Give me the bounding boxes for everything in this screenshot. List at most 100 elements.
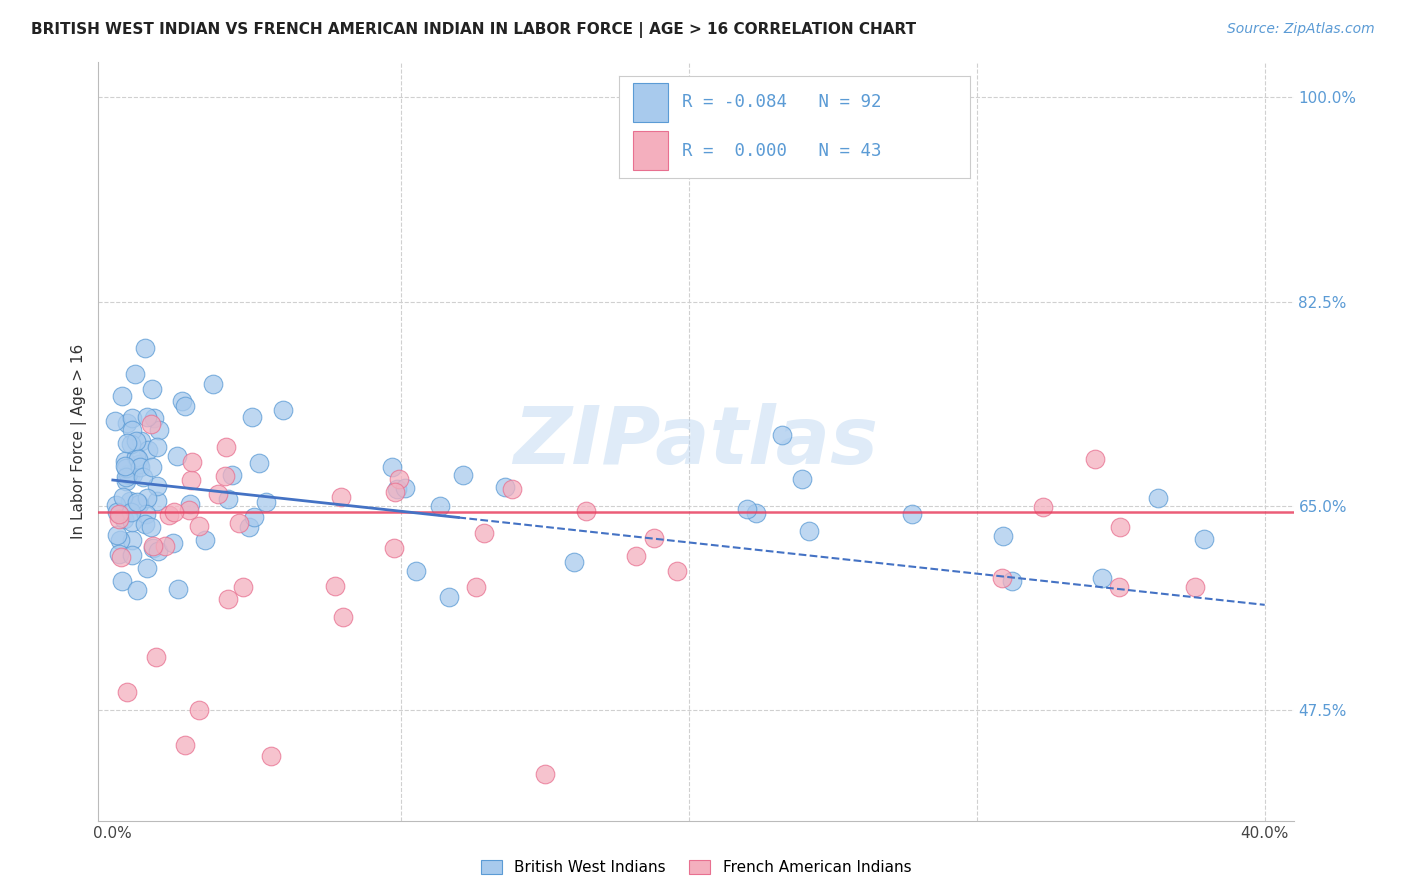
Point [129, 434, 152, 449]
Point [145, 494, 167, 508]
FancyBboxPatch shape [633, 131, 668, 170]
Point [188, 703, 211, 717]
Point [1091, 571, 1114, 585]
Point [141, 383, 163, 397]
Point [254, 495, 277, 509]
Point [121, 467, 143, 481]
Point [125, 450, 148, 465]
Point [120, 437, 142, 451]
Point [181, 455, 204, 469]
Point [533, 767, 555, 781]
Point [901, 507, 924, 521]
Point [228, 516, 250, 530]
Point [121, 548, 143, 562]
Text: R = -0.084   N = 92: R = -0.084 N = 92 [682, 94, 882, 112]
Point [494, 479, 516, 493]
Point [1192, 533, 1215, 547]
Point [1084, 451, 1107, 466]
Point [128, 497, 150, 511]
Point [121, 533, 143, 548]
Point [240, 409, 263, 424]
Point [437, 591, 460, 605]
Point [114, 453, 136, 467]
Point [125, 582, 148, 597]
Point [136, 443, 159, 458]
Point [162, 536, 184, 550]
Text: BRITISH WEST INDIAN VS FRENCH AMERICAN INDIAN IN LABOR FORCE | AGE > 16 CORRELAT: BRITISH WEST INDIAN VS FRENCH AMERICAN I… [31, 22, 917, 38]
Point [135, 507, 157, 521]
Point [238, 520, 260, 534]
Point [148, 424, 170, 438]
Point [1031, 500, 1053, 514]
Point [124, 434, 146, 448]
Point [215, 440, 238, 454]
Point [243, 510, 266, 524]
Point [134, 341, 156, 355]
Text: Source: ZipAtlas.com: Source: ZipAtlas.com [1227, 22, 1375, 37]
Point [117, 436, 139, 450]
Point [111, 490, 134, 504]
Point [163, 505, 186, 519]
Point [575, 503, 598, 517]
Point [232, 580, 254, 594]
Point [1108, 580, 1130, 594]
Point [1184, 580, 1206, 594]
Point [127, 451, 149, 466]
Point [143, 411, 166, 425]
Point [991, 529, 1014, 543]
Point [157, 508, 180, 522]
Point [121, 505, 143, 519]
Point [1146, 491, 1168, 506]
Point [214, 469, 236, 483]
Point [141, 459, 163, 474]
Point [142, 539, 165, 553]
Point [110, 550, 132, 565]
Point [117, 416, 139, 430]
Y-axis label: In Labor Force | Age > 16: In Labor Force | Age > 16 [72, 344, 87, 539]
Point [221, 467, 243, 482]
Point [385, 482, 408, 496]
Point [381, 459, 404, 474]
Point [217, 492, 239, 507]
Point [146, 544, 169, 558]
Point [114, 461, 136, 475]
Point [115, 469, 138, 483]
Point [643, 531, 665, 545]
Point [172, 394, 194, 409]
Point [135, 410, 157, 425]
Point [173, 399, 195, 413]
Point [111, 389, 134, 403]
Point [501, 483, 523, 497]
Point [142, 541, 165, 555]
Point [107, 511, 129, 525]
Point [260, 749, 283, 764]
Point [464, 580, 486, 594]
Point [117, 467, 139, 481]
Point [1109, 519, 1132, 533]
Text: R =  0.000   N = 43: R = 0.000 N = 43 [682, 142, 882, 160]
Point [624, 549, 647, 563]
Point [797, 524, 820, 538]
Point [166, 449, 188, 463]
Text: ZIPatlas: ZIPatlas [513, 402, 879, 481]
Point [124, 367, 146, 381]
Point [128, 457, 150, 471]
Point [132, 470, 155, 484]
Point [114, 512, 136, 526]
Point [139, 417, 162, 431]
Point [167, 582, 190, 597]
Point [1001, 574, 1024, 588]
Point [451, 468, 474, 483]
Point [665, 564, 688, 578]
Point [472, 526, 495, 541]
Point [273, 402, 295, 417]
Point [188, 518, 211, 533]
Legend: British West Indians, French American Indians: British West Indians, French American In… [475, 854, 917, 881]
Point [111, 574, 134, 588]
Point [735, 502, 758, 516]
Point [146, 479, 169, 493]
Point [105, 504, 128, 518]
Point [155, 539, 177, 553]
Point [105, 498, 128, 512]
Point [382, 541, 405, 556]
